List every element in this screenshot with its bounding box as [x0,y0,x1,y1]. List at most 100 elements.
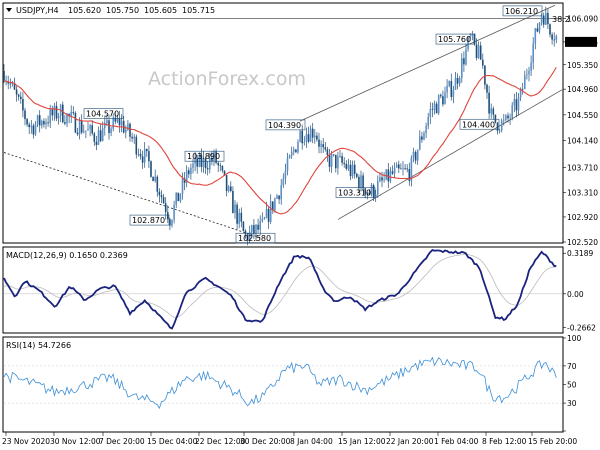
rsi-main-line [3,356,557,410]
price-bar [488,85,490,119]
price-bar [148,145,150,169]
price-bar [95,136,98,151]
price-bar [20,91,22,104]
macd-tick: 0.00 [563,290,584,299]
price-bar [221,165,224,173]
price-bar [255,224,257,241]
price-bar [404,164,406,171]
price-bar [261,212,264,223]
price-bar [143,142,146,168]
channel-lower [337,89,563,220]
price-bar [309,125,312,142]
annotation-label: 104.390 [265,119,306,131]
dropdown-triangle-icon [6,8,12,12]
price-bar [22,92,24,118]
price-bar [433,100,436,115]
price-bar [213,149,215,167]
macd-axis: 0.3189 0.00 -0.2662 [563,249,596,333]
price-bar [87,122,89,131]
price-bar [183,171,186,191]
time-tick: 30 Dec 20:00 [240,432,291,446]
price-bar [97,126,100,146]
price-bar [158,188,161,203]
price-bar [276,193,278,200]
price-bar [391,165,394,175]
ohlc-high: 105.750 [106,6,139,15]
price-bar [528,66,530,82]
price-bar [374,189,377,203]
price-bar [120,114,123,133]
price-bar [53,102,56,121]
price-bar [299,129,301,143]
svg-text:1 Feb 04:00: 1 Feb 04:00 [434,437,479,446]
price-bar [169,217,171,231]
price-bar [17,93,20,101]
price-bar [3,64,5,84]
price-bar [9,78,12,89]
time-tick: 22 Dec 12:00 [195,432,246,446]
price-bar [66,112,68,128]
price-bar [414,150,417,164]
rsi-tick: 70 [563,362,577,371]
price-bar [177,192,180,202]
price-bar [244,229,247,239]
price-tick: 102.520 [563,238,598,247]
price-bar [521,82,524,95]
price-bar [498,128,501,134]
svg-text:102.920: 102.920 [567,213,598,222]
price-bar [398,160,400,174]
time-tick: 7 Dec 20:00 [99,432,145,446]
time-tick: 15 Jan 12:00 [338,432,386,446]
price-bar [272,201,274,214]
price-bar [99,123,102,143]
price-bar [513,93,516,113]
price-bar [337,151,339,175]
svg-text:106.210: 106.210 [505,7,538,16]
time-tick: 15 Feb 20:00 [528,432,577,446]
descending-trendline [3,152,263,239]
svg-text:-0.2662: -0.2662 [567,324,596,333]
price-bar [534,27,537,50]
price-bar [515,92,518,118]
price-bar [326,146,329,162]
svg-text:30: 30 [567,399,577,408]
price-bar [507,112,509,123]
svg-text:8 Jan 04:00: 8 Jan 04:00 [290,437,333,446]
price-bar [209,152,211,174]
annotation-label: 103.310 [335,187,376,198]
svg-text:105.715: 105.715 [567,38,598,47]
rsi-line [3,356,562,410]
price-bar [500,118,503,133]
price-bar [232,186,234,214]
price-bar [118,110,121,133]
price-title: USDJPY,H4 [16,6,59,15]
price-bar [509,113,511,125]
price-bar [227,185,230,193]
price-bar [320,140,322,154]
moving-average [3,67,557,215]
price-bar [93,131,96,147]
ohlc-low: 105.605 [144,6,177,15]
price-bar [175,192,177,209]
price-bar [547,8,549,29]
price-bar [339,149,341,159]
svg-text:102.580: 102.580 [238,234,271,243]
price-axis: 106.090 105.715 105.350 104.960 104.550 104.1… [563,14,598,247]
price-bar [259,215,261,236]
price-bar [318,132,320,154]
price-bar [406,164,408,173]
macd-tick: -0.2662 [563,324,596,333]
price-bar [36,114,39,128]
rsi-tick: 100 [563,334,582,343]
price-bar [431,102,434,118]
price-bar [15,86,18,102]
annotation-label: 103.890 [184,150,225,162]
price-bar [368,189,371,196]
price-bar [76,127,79,136]
svg-text:22 Dec 12:00: 22 Dec 12:00 [195,437,246,446]
price-bar [64,114,66,126]
price-bar [290,146,293,159]
svg-text:0.3189: 0.3189 [567,249,593,258]
price-tick: 103.710 [563,163,598,172]
